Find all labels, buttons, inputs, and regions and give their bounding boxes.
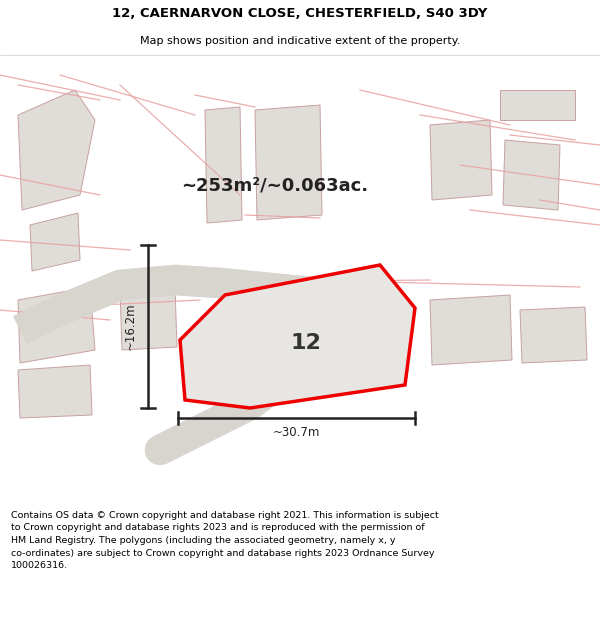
Text: ~253m²/~0.063ac.: ~253m²/~0.063ac. [181,176,368,194]
Text: 12, CAERNARVON CLOSE, CHESTERFIELD, S40 3DY: 12, CAERNARVON CLOSE, CHESTERFIELD, S40 … [112,8,488,20]
Polygon shape [18,287,95,363]
Text: Caernarvon Close: Caernarvon Close [231,296,279,384]
Polygon shape [430,295,512,365]
Polygon shape [520,307,587,363]
Polygon shape [120,287,177,350]
Polygon shape [18,90,95,210]
Polygon shape [205,107,242,223]
Polygon shape [180,265,415,408]
Text: ~30.7m: ~30.7m [273,426,320,439]
Polygon shape [255,105,322,220]
Polygon shape [430,120,492,200]
Text: 12: 12 [291,333,322,353]
Polygon shape [30,213,80,271]
Text: ~16.2m: ~16.2m [124,302,137,350]
Polygon shape [18,365,92,418]
Polygon shape [503,140,560,210]
Polygon shape [500,90,575,120]
Text: Map shows position and indicative extent of the property.: Map shows position and indicative extent… [140,36,460,46]
Text: Contains OS data © Crown copyright and database right 2021. This information is : Contains OS data © Crown copyright and d… [11,511,439,570]
